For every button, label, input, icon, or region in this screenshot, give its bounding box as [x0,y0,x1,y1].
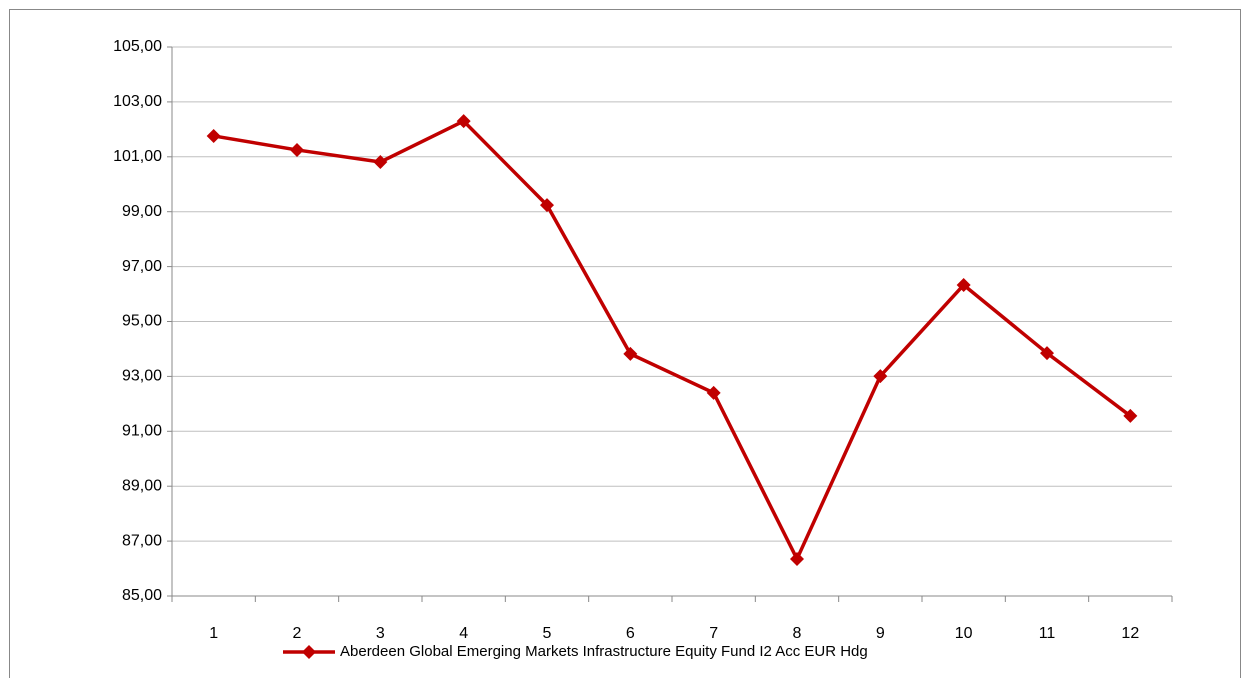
marker [1040,346,1054,361]
y-tick-label: 105,00 [113,38,162,55]
y-tick-label: 93,00 [122,368,162,385]
x-tick-label: 11 [1039,625,1056,642]
marker [623,346,638,361]
x-tick-label: 12 [1121,625,1139,642]
x-tick-label: 8 [793,625,802,642]
x-tick-label: 4 [459,625,468,642]
x-tick-label: 10 [955,625,973,642]
marker [790,551,804,566]
marker [456,114,471,129]
x-tick-label: 5 [543,625,552,642]
marker [873,369,888,384]
y-tick-label: 103,00 [113,93,162,110]
marker [706,385,721,400]
marker [373,155,388,170]
x-tick-label: 3 [376,625,385,642]
y-tick-label: 99,00 [122,203,162,220]
x-tick-label: 1 [209,625,218,642]
y-tick-label: 91,00 [122,423,162,440]
y-tick-label: 87,00 [122,532,162,549]
y-tick-label: 101,00 [113,148,162,165]
y-tick-label: 85,00 [122,587,162,604]
legend-label: Aberdeen Global Emerging Markets Infrast… [340,643,868,660]
series-line [213,119,1132,561]
chart-frame [9,9,1241,678]
marker [956,277,971,292]
x-tick-label: 9 [876,625,885,642]
marker [1123,408,1138,423]
marker [302,645,316,659]
marker [290,142,304,157]
x-tick-label: 7 [709,625,718,642]
y-tick-label: 97,00 [122,258,162,275]
marker [206,128,221,143]
y-tick-label: 89,00 [122,477,162,494]
x-tick-label: 2 [293,625,302,642]
marker [540,198,554,213]
x-tick-label: 6 [626,625,635,642]
y-tick-label: 95,00 [122,313,162,330]
